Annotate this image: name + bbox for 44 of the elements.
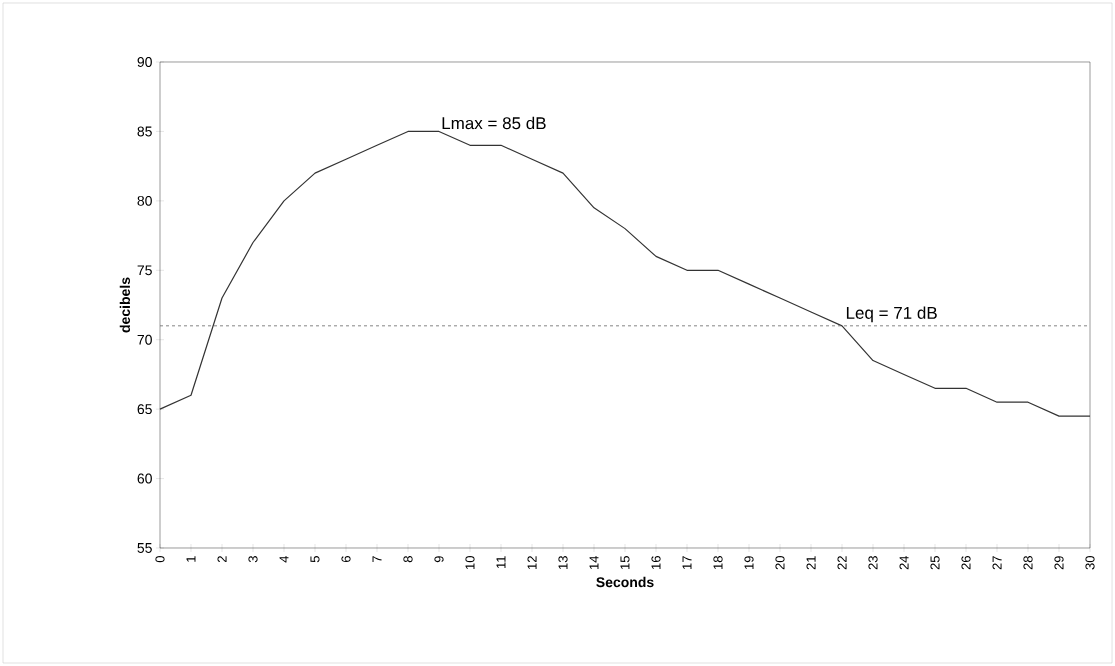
x-tick-label: 30 (1085, 556, 1095, 570)
y-tick-label: 70 (137, 334, 152, 345)
x-tick-label: 15 (620, 556, 630, 570)
x-tick-label: 25 (930, 556, 940, 570)
x-tick-label: 27 (992, 556, 1002, 570)
x-tick-label: 28 (1023, 556, 1033, 570)
x-tick-label: 23 (868, 556, 878, 570)
y-tick-label: 90 (137, 57, 152, 67)
y-tick-label: 65 (137, 404, 152, 415)
x-tick-label: 11 (496, 556, 506, 569)
x-tick-label: 4 (279, 555, 289, 563)
y-tick-label: 55 (137, 543, 152, 553)
y-axis-title: decibels (119, 277, 131, 333)
y-tick-label: 60 (137, 473, 152, 484)
y-tick-label: 75 (137, 265, 152, 276)
x-tick-label: 26 (961, 556, 971, 570)
x-tick-label: 12 (527, 556, 537, 570)
x-tick-label: 18 (713, 556, 723, 570)
x-tick-label: 5 (310, 556, 320, 563)
y-tick-label: 80 (137, 195, 152, 206)
x-tick-label: 3 (248, 556, 258, 563)
x-tick-label: 2 (217, 556, 227, 563)
y-tick-label: 85 (137, 126, 152, 137)
x-tick-label: 13 (558, 556, 568, 570)
x-tick-label: 0 (155, 556, 165, 563)
x-tick-label: 20 (775, 556, 785, 570)
x-tick-label: 21 (806, 556, 816, 570)
ref-line-label: Leq = 71 dB (846, 306, 937, 323)
x-tick-label: 1 (186, 556, 196, 562)
x-tick-label: 10 (465, 556, 475, 570)
x-tick-label: 17 (682, 556, 692, 570)
line-series (159, 130, 1091, 417)
x-tick-label: 22 (837, 556, 847, 570)
x-tick-label: 8 (403, 556, 413, 563)
x-tick-label: 19 (744, 556, 754, 570)
x-tick-label: 16 (651, 556, 661, 570)
x-axis-title: Seconds (596, 576, 654, 588)
x-tick-label: 7 (372, 556, 382, 563)
annotation: Lmax = 85 dB (442, 116, 546, 130)
x-tick-label: 6 (341, 556, 351, 563)
x-tick-label: 29 (1054, 556, 1064, 570)
x-tick-label: 14 (589, 555, 599, 570)
x-tick-label: 24 (899, 555, 909, 570)
x-tick-label: 9 (434, 556, 444, 563)
